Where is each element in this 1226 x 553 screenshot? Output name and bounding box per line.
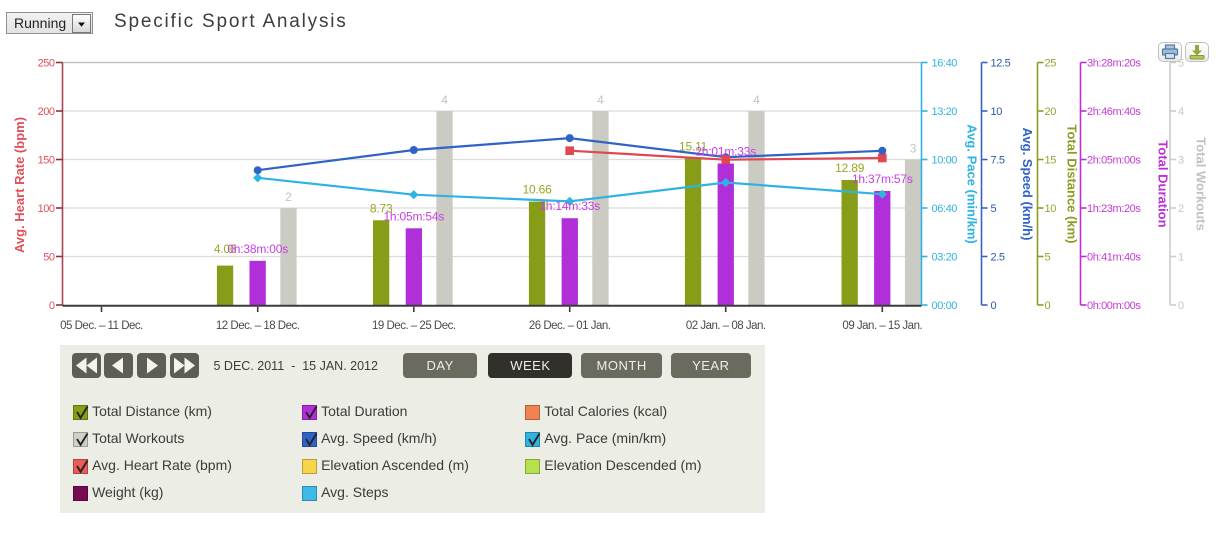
svg-text:0: 0 [1178,300,1184,312]
svg-text:0: 0 [49,300,55,312]
svg-text:0h:41m:40s: 0h:41m:40s [1087,252,1141,264]
svg-text:00:00: 00:00 [932,300,958,312]
svg-text:0: 0 [991,300,997,312]
svg-text:10:00: 10:00 [932,155,958,167]
svg-text:8.73: 8.73 [370,201,393,215]
svg-text:2h:05m:00s: 2h:05m:00s [1087,155,1141,167]
svg-text:5: 5 [1178,58,1184,70]
svg-text:Avg. Pace (min/km): Avg. Pace (min/km) [965,124,980,243]
svg-text:10.66: 10.66 [523,183,553,197]
svg-text:09 Jan. – 15 Jan.: 09 Jan. – 15 Jan. [842,320,922,332]
svg-text:7.5: 7.5 [991,155,1005,167]
svg-text:16:40: 16:40 [932,58,958,70]
svg-text:12.5: 12.5 [991,58,1011,70]
svg-text:5: 5 [991,203,997,215]
svg-text:4: 4 [597,93,604,107]
svg-text:0h:38m:00s: 0h:38m:00s [227,242,288,256]
svg-text:4: 4 [1178,106,1184,118]
svg-text:19 Dec. – 25 Dec.: 19 Dec. – 25 Dec. [372,320,456,332]
svg-text:13:20: 13:20 [932,106,958,118]
svg-text:2: 2 [1178,203,1184,215]
svg-text:15.11: 15.11 [679,139,708,153]
svg-text:2h:01m:33s: 2h:01m:33s [695,145,756,159]
svg-text:50: 50 [43,252,55,264]
svg-text:05 Dec. – 11 Dec.: 05 Dec. – 11 Dec. [60,320,143,332]
svg-text:Avg. Heart Rate (bpm): Avg. Heart Rate (bpm) [12,117,27,253]
svg-text:5: 5 [1045,252,1051,264]
svg-text:150: 150 [38,155,55,167]
svg-text:0: 0 [1045,300,1051,312]
svg-text:Avg. Speed (km/h): Avg. Speed (km/h) [1020,128,1035,241]
svg-text:12 Dec. – 18 Dec.: 12 Dec. – 18 Dec. [216,320,300,332]
svg-text:0h:00m:00s: 0h:00m:00s [1087,300,1141,312]
svg-text:26 Dec. – 01 Jan.: 26 Dec. – 01 Jan. [529,320,611,332]
svg-text:Total Workouts: Total Workouts [1194,137,1209,230]
svg-text:2.5: 2.5 [991,252,1005,264]
svg-text:1: 1 [1178,252,1184,264]
svg-text:15: 15 [1045,155,1057,167]
svg-text:06:40: 06:40 [932,203,958,215]
svg-text:4: 4 [753,93,760,107]
svg-text:1h:23m:20s: 1h:23m:20s [1087,203,1141,215]
svg-text:25: 25 [1045,58,1057,70]
svg-text:1h:37m:57s: 1h:37m:57s [852,172,913,186]
svg-text:1h:14m:33s: 1h:14m:33s [539,199,600,213]
svg-text:200: 200 [38,106,55,118]
svg-text:4.06: 4.06 [214,242,237,256]
svg-text:Total Distance (km): Total Distance (km) [1065,125,1080,244]
svg-text:3h:28m:20s: 3h:28m:20s [1087,58,1141,70]
svg-text:03:20: 03:20 [932,252,958,264]
svg-text:3: 3 [1178,155,1184,167]
svg-text:1h:05m:54s: 1h:05m:54s [383,209,444,223]
svg-text:20: 20 [1045,106,1057,118]
svg-text:3: 3 [910,142,917,156]
svg-text:2h:46m:40s: 2h:46m:40s [1087,106,1141,118]
svg-text:2: 2 [285,190,292,204]
svg-text:12.89: 12.89 [835,161,865,175]
svg-text:4: 4 [441,93,448,107]
svg-text:10: 10 [1045,203,1057,215]
svg-text:10: 10 [991,106,1003,118]
svg-text:02 Jan. – 08 Jan.: 02 Jan. – 08 Jan. [686,320,766,332]
svg-text:Total Duration: Total Duration [1156,140,1171,227]
svg-text:250: 250 [38,58,55,70]
svg-text:100: 100 [38,203,55,215]
